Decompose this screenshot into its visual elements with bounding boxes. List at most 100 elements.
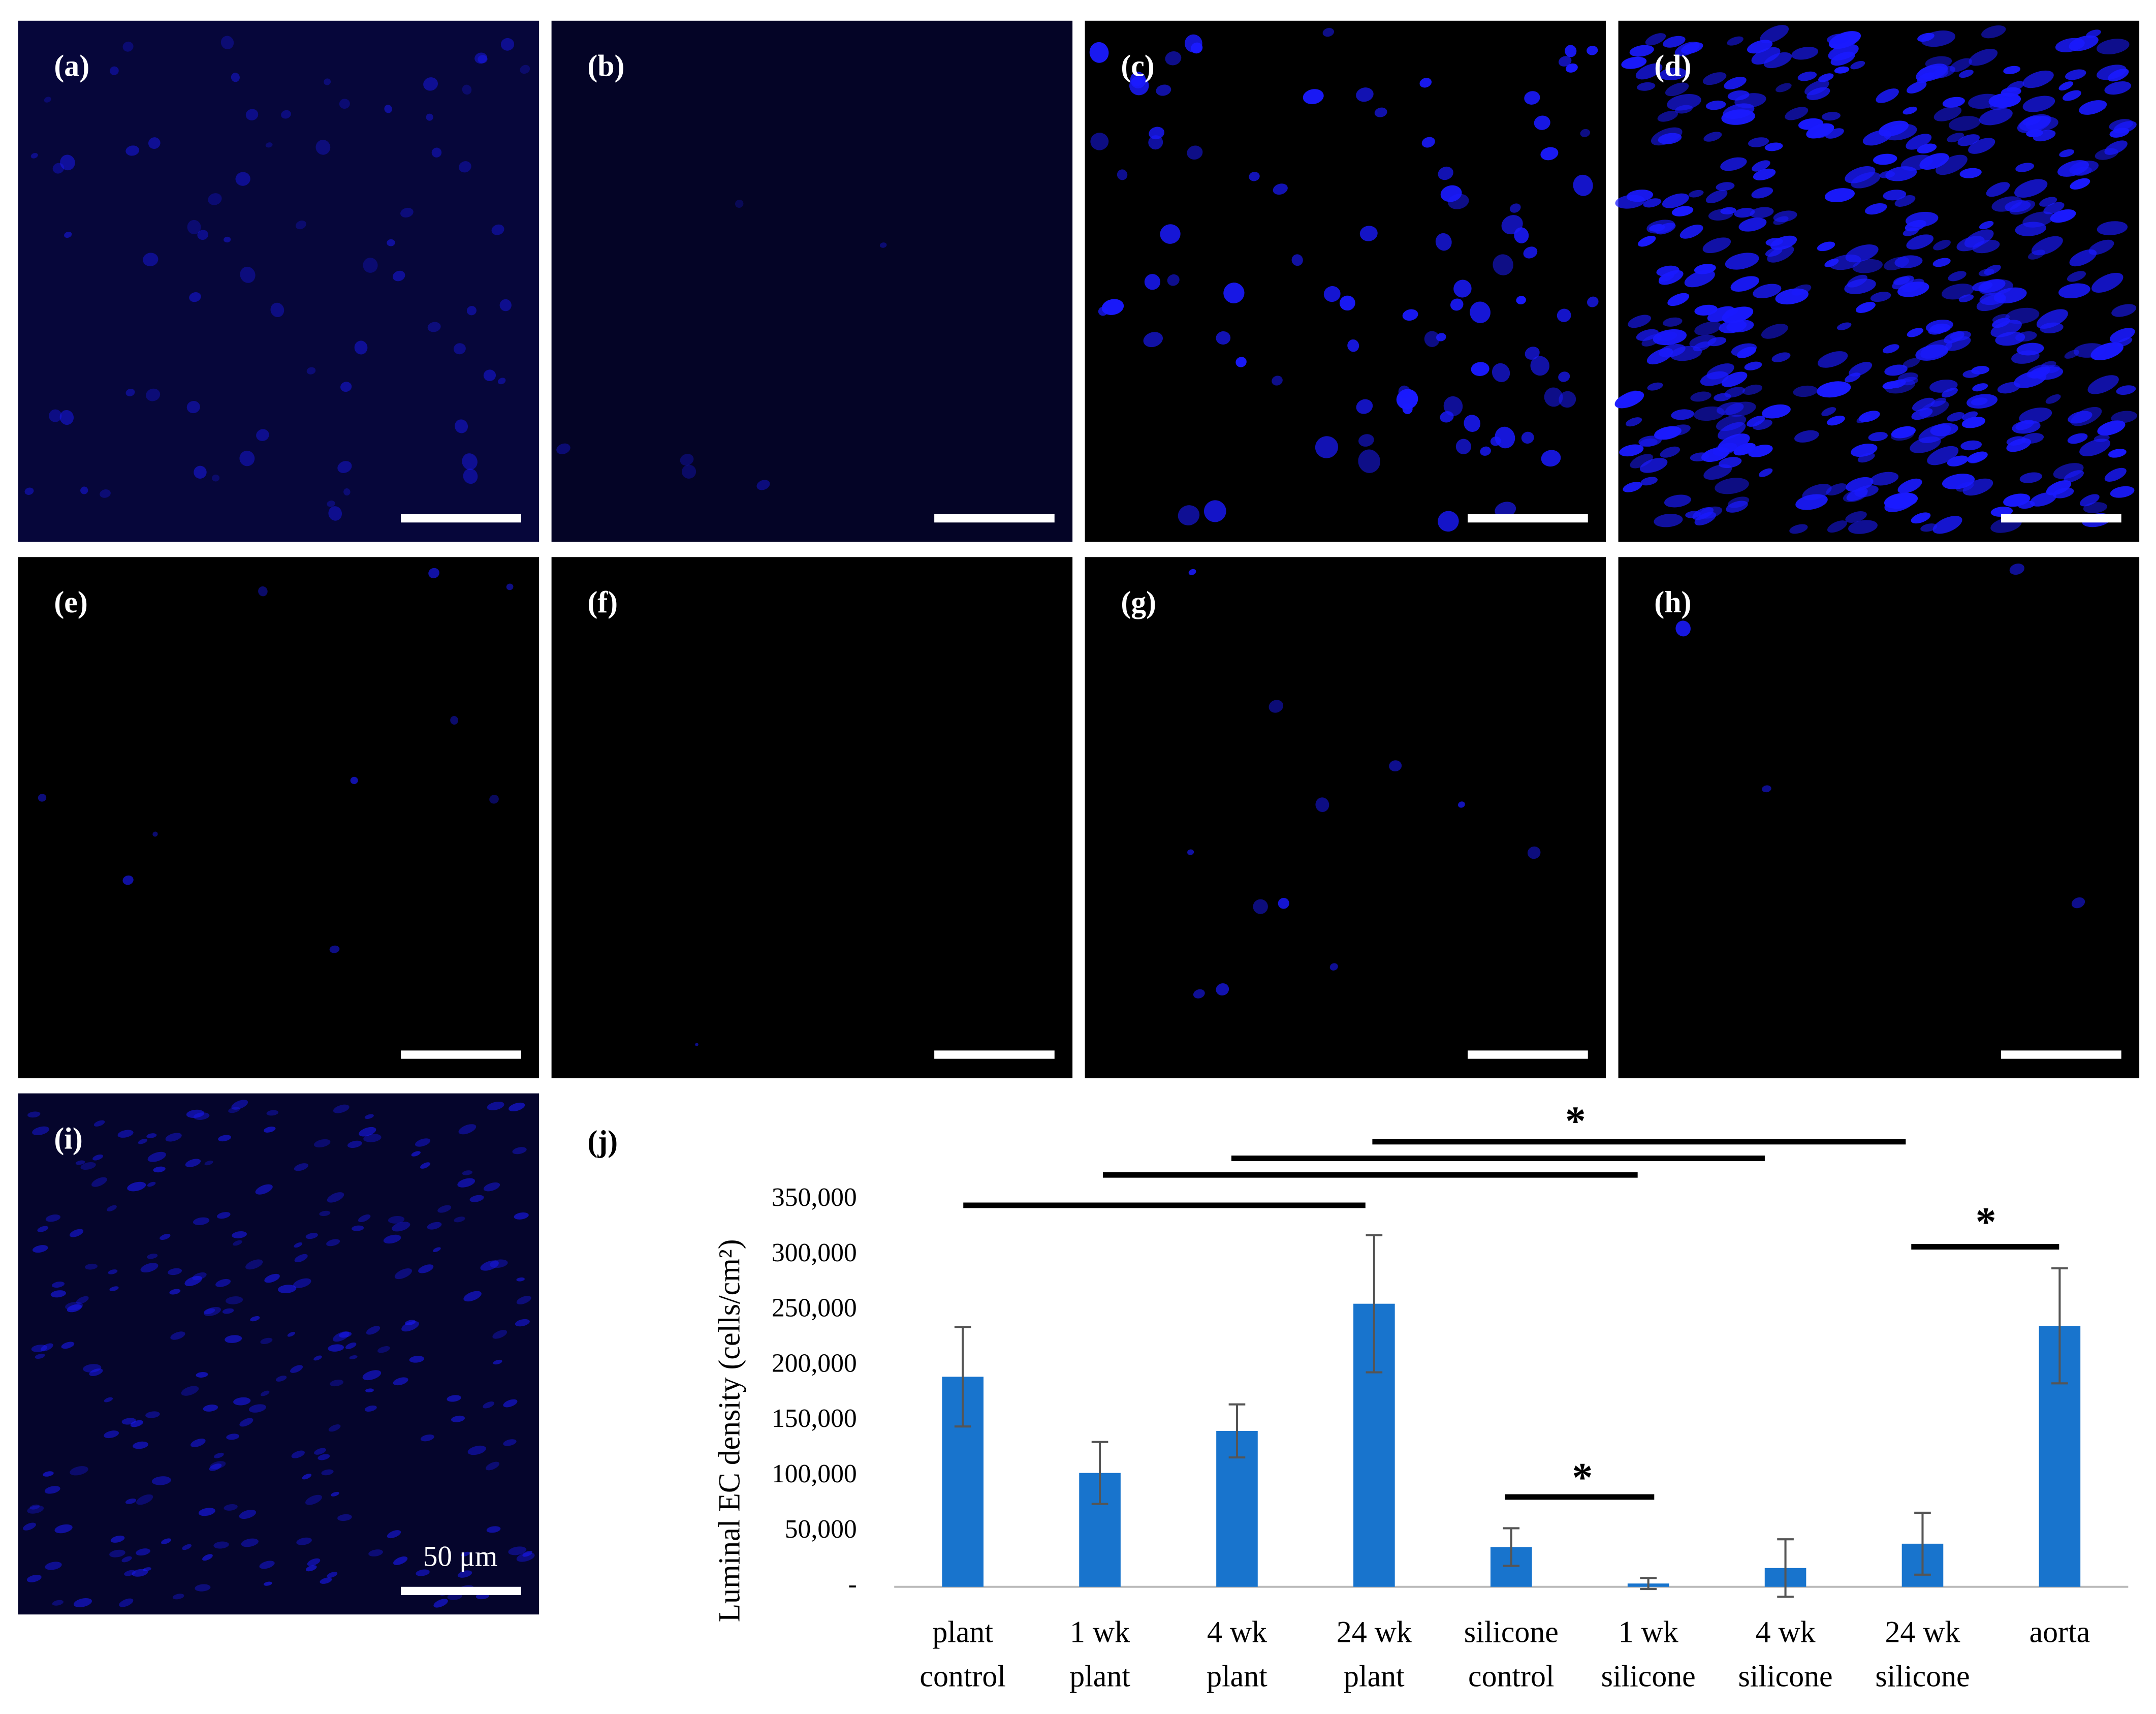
nucleus <box>1671 206 1694 216</box>
nucleus <box>1844 278 1876 294</box>
nucleus <box>1493 254 1513 275</box>
nucleus <box>1834 66 1850 74</box>
nucleus <box>245 1259 263 1270</box>
nucleus <box>337 461 352 473</box>
nucleus <box>365 1388 374 1393</box>
nucleus <box>509 1102 525 1111</box>
nucleus <box>489 795 499 804</box>
nucleus <box>195 1584 211 1592</box>
nucleus <box>2022 70 2054 88</box>
nucleus <box>1827 34 1850 44</box>
nucleus <box>1758 468 1773 477</box>
nucleus <box>328 1344 344 1352</box>
y-axis-label: Luminal EC density (cells/cm²) <box>713 1239 746 1622</box>
nucleus <box>2015 222 2046 236</box>
nucleus <box>1587 46 1598 55</box>
nucleus <box>210 1461 226 1470</box>
nucleus <box>1272 376 1283 386</box>
nucleus <box>327 1572 338 1578</box>
nucleus <box>1720 157 1747 171</box>
nucleus <box>358 1214 371 1223</box>
nucleus <box>93 1120 105 1127</box>
nucleus <box>461 1551 470 1557</box>
nucleus <box>516 1277 525 1282</box>
nucleus <box>132 1569 148 1577</box>
nucleus <box>1643 198 1662 208</box>
nucleus <box>1347 339 1359 352</box>
nucleus <box>1725 253 1759 270</box>
nucleus <box>1976 294 2006 311</box>
nucleus <box>1731 343 1757 356</box>
nucleus <box>2110 486 2135 498</box>
nucleus <box>1747 40 1773 54</box>
nucleus <box>2088 239 2114 255</box>
nucleus <box>2003 66 2021 74</box>
nucleus <box>204 1308 215 1315</box>
nucleus <box>214 1452 224 1458</box>
nucleus <box>193 1217 210 1225</box>
nucleus <box>1942 388 1958 398</box>
nucleus <box>1323 286 1341 302</box>
x-tick-label: plant <box>932 1615 993 1649</box>
nucleus <box>1651 127 1683 146</box>
nucleus <box>1761 324 1788 339</box>
nucleus <box>198 1508 215 1516</box>
nucleus <box>305 1233 318 1239</box>
nucleus <box>45 1214 61 1222</box>
nucleus <box>1750 207 1774 219</box>
panel-label: (d) <box>1654 49 1691 83</box>
nucleus <box>330 1380 344 1387</box>
nucleus <box>2071 897 2085 909</box>
nucleus <box>1958 294 1974 302</box>
nucleus <box>239 450 255 466</box>
nucleus <box>1662 193 1689 208</box>
nucleus <box>241 1538 259 1547</box>
nucleus <box>1148 135 1163 150</box>
nucleus <box>458 1124 477 1135</box>
nucleus <box>1960 440 1982 451</box>
nucleus <box>1865 203 1887 215</box>
nucleus <box>1921 30 1955 47</box>
nucleus <box>315 140 331 155</box>
nucleus <box>133 1441 148 1449</box>
nucleus <box>368 1549 383 1556</box>
nucleus <box>1315 797 1329 813</box>
nucleus <box>350 776 358 785</box>
nucleus <box>1771 352 1791 362</box>
nucleus <box>60 154 75 171</box>
nucleus <box>38 794 47 802</box>
nucleus <box>240 266 256 283</box>
nucleus <box>1664 494 1691 508</box>
nucleus <box>387 239 395 246</box>
nucleus <box>1443 396 1463 416</box>
nucleus <box>1726 320 1754 333</box>
nucleus <box>1967 451 1988 463</box>
nucleus <box>127 1181 146 1192</box>
nucleus <box>1516 296 1526 304</box>
nucleus <box>1660 446 1681 458</box>
nucleus <box>401 1321 419 1332</box>
nucleus <box>2111 304 2137 317</box>
nucleus <box>362 1370 382 1381</box>
nucleus <box>1744 361 1762 370</box>
nucleus <box>1858 411 1880 422</box>
nucleus <box>2069 249 2097 267</box>
nucleus <box>2065 69 2086 80</box>
nucleus <box>1671 409 1694 420</box>
nucleus <box>343 488 351 496</box>
nucleus <box>2045 394 2061 404</box>
nucleus <box>1821 112 1841 121</box>
nucleus <box>2003 493 2031 507</box>
nucleus <box>1303 89 1324 105</box>
nucleus <box>1374 107 1387 117</box>
panel-label: (a) <box>54 49 89 83</box>
nucleus <box>1647 382 1663 391</box>
nucleus <box>224 1504 238 1511</box>
nucleus <box>415 1138 431 1147</box>
nucleus <box>463 469 478 484</box>
nucleus <box>1464 415 1481 432</box>
nucleus <box>1527 846 1541 859</box>
nucleus <box>451 1415 465 1422</box>
nucleus <box>2079 439 2111 456</box>
nucleus <box>2097 420 2126 436</box>
